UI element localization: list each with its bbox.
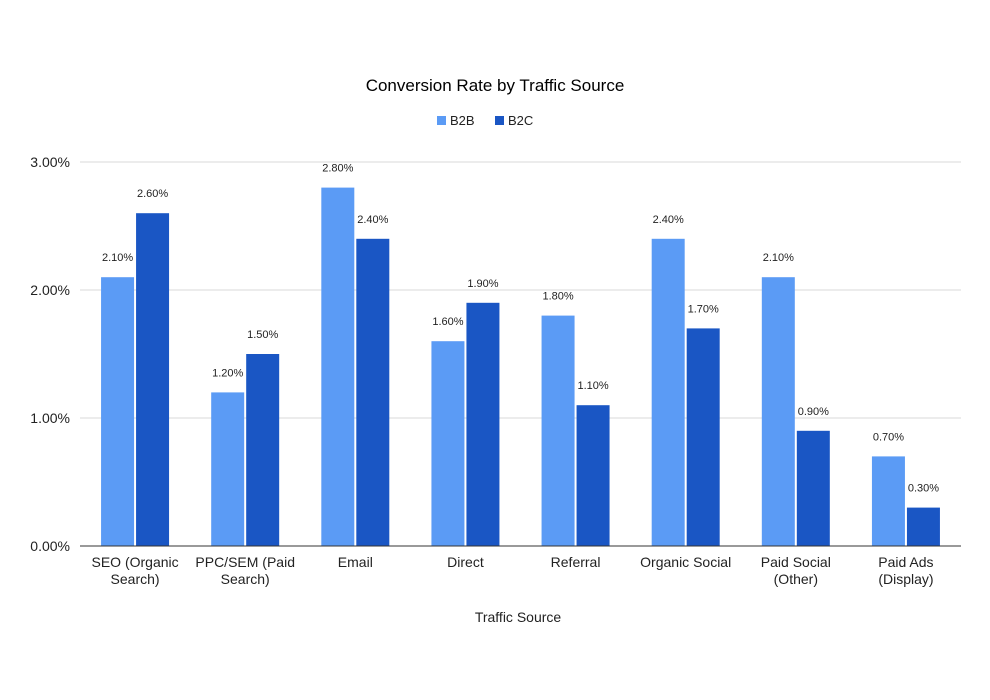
bar-b2c-paid-social-other xyxy=(796,430,830,546)
chart-title: Conversion Rate by Traffic Source xyxy=(366,76,625,95)
x-tick-label: Paid Ads (Display) xyxy=(878,554,933,587)
x-tick-label-line: Search) xyxy=(221,571,270,587)
y-tick-label: 1.00% xyxy=(30,410,70,426)
x-tick-label: SEO (Organic Search) xyxy=(91,554,178,587)
x-tick-label: Paid Social (Other) xyxy=(761,554,831,587)
gridlines xyxy=(80,161,961,419)
bar-b2c-referral xyxy=(576,405,610,546)
bar-b2c-ppc-sem-paid-search xyxy=(246,354,280,546)
bar-b2b-referral xyxy=(541,315,575,546)
bar-b2c-direct xyxy=(466,302,500,546)
data-label-b2c-organic-social: 1.70% xyxy=(688,303,719,315)
legend-label-b2b: B2B xyxy=(450,113,475,128)
data-label-b2b-direct: 1.60% xyxy=(432,316,463,328)
x-tick-label-line: Referral xyxy=(551,554,601,570)
bar-b2c-seo-organic-search xyxy=(136,213,170,546)
legend: B2B B2C xyxy=(437,113,533,128)
legend-swatch-b2b xyxy=(437,116,446,125)
data-label-b2b-referral: 1.80% xyxy=(542,291,573,303)
data-label-b2c-email: 2.40% xyxy=(357,214,388,226)
data-label-b2c-seo-organic-search: 2.60% xyxy=(137,188,168,200)
data-label-b2c-direct: 1.90% xyxy=(467,278,498,290)
bars xyxy=(101,187,940,547)
legend-swatch-b2c xyxy=(495,116,504,125)
bar-b2c-organic-social xyxy=(686,328,720,546)
x-tick-label: Direct xyxy=(447,554,484,570)
data-label-b2b-seo-organic-search: 2.10% xyxy=(102,252,133,264)
data-label-b2b-ppc-sem-paid-search: 1.20% xyxy=(212,367,243,379)
bar-b2b-direct xyxy=(431,341,465,546)
data-label-b2b-organic-social: 2.40% xyxy=(653,214,684,226)
data-label-b2c-ppc-sem-paid-search: 1.50% xyxy=(247,329,278,341)
bar-b2c-email xyxy=(356,238,390,547)
bar-b2b-paid-social-other xyxy=(761,277,795,546)
y-axis-ticks: 0.00% 1.00% 2.00% 3.00% xyxy=(30,154,70,554)
data-label-b2b-email: 2.80% xyxy=(322,163,353,175)
data-label-b2c-referral: 1.10% xyxy=(577,380,608,392)
bar-b2b-email xyxy=(321,187,355,546)
x-tick-label-line: (Display) xyxy=(878,571,933,587)
x-tick-label-line: (Other) xyxy=(774,571,818,587)
legend-label-b2c: B2C xyxy=(508,113,533,128)
x-tick-label: Email xyxy=(338,554,373,570)
data-label-b2b-paid-ads-display: 0.70% xyxy=(873,431,904,443)
legend-item-b2b: B2B xyxy=(437,113,475,128)
x-tick-label-line: Search) xyxy=(111,571,160,587)
bar-b2b-organic-social xyxy=(651,238,685,547)
y-tick-label: 3.00% xyxy=(30,154,70,170)
x-tick-label-line: SEO (Organic xyxy=(91,554,178,570)
bar-b2b-ppc-sem-paid-search xyxy=(211,392,245,546)
x-tick-label-line: Paid Ads xyxy=(878,554,933,570)
x-tick-label-line: Direct xyxy=(447,554,484,570)
x-tick-label: Referral xyxy=(551,554,601,570)
x-tick-label-line: Paid Social xyxy=(761,554,831,570)
data-label-b2c-paid-ads-display: 0.30% xyxy=(908,483,939,495)
x-tick-label: Organic Social xyxy=(640,554,731,570)
bar-b2c-paid-ads-display xyxy=(906,507,940,546)
x-tick-label-line: PPC/SEM (Paid xyxy=(195,554,295,570)
x-tick-label: PPC/SEM (Paid Search) xyxy=(195,554,295,587)
data-label-b2b-paid-social-other: 2.10% xyxy=(763,252,794,264)
bar-b2b-seo-organic-search xyxy=(101,277,135,546)
x-axis-labels: SEO (Organic Search)PPC/SEM (Paid Search)E… xyxy=(91,554,933,587)
x-tick-label-line: Organic Social xyxy=(640,554,731,570)
y-tick-label: 2.00% xyxy=(30,282,70,298)
x-axis-title: Traffic Source xyxy=(475,609,562,625)
legend-item-b2c: B2C xyxy=(495,113,533,128)
data-labels: 2.10% 2.60% 1.20% 1.50% 2.80% 2.40% 1.60% 1.90%… xyxy=(102,163,939,495)
y-tick-label: 0.00% xyxy=(30,538,70,554)
data-label-b2c-paid-social-other: 0.90% xyxy=(798,406,829,418)
bar-b2b-paid-ads-display xyxy=(871,456,905,546)
x-tick-label-line: Email xyxy=(338,554,373,570)
